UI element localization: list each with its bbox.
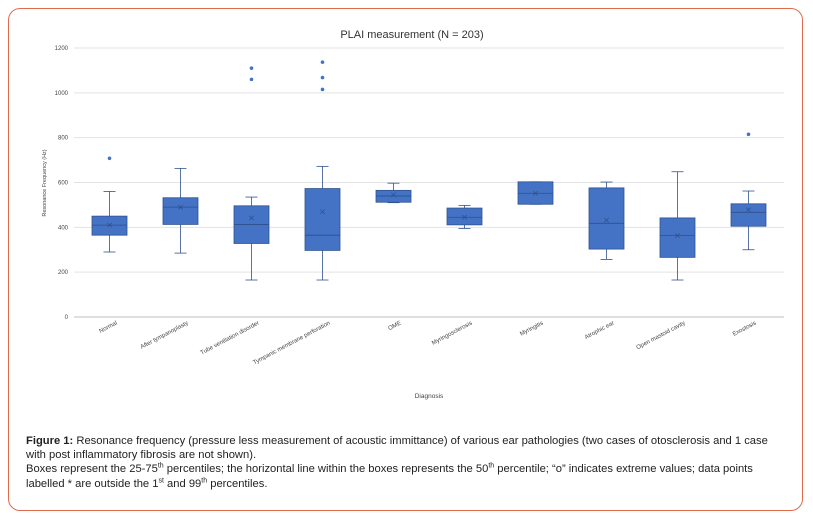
x-tick-label: After tympanoplasty	[140, 320, 190, 350]
iqr-box	[91, 215, 128, 236]
iqr-box	[659, 217, 696, 258]
y-tick-label: 400	[58, 225, 69, 231]
caption-sup-th-3: th	[201, 476, 208, 484]
iqr-box	[446, 207, 483, 226]
x-tick-label: Normal	[99, 320, 119, 334]
caption-sup-th-1: th	[157, 462, 164, 470]
x-tick-label: Myringosclerosis	[431, 320, 473, 346]
mean-marker	[533, 190, 538, 196]
x-tick-label: Atrophic ear	[584, 320, 615, 340]
iqr-box	[730, 203, 767, 227]
outlier-point	[249, 77, 254, 82]
box-group	[233, 66, 270, 281]
iqr-box	[304, 188, 341, 251]
outlier-point	[746, 132, 751, 137]
caption-text-2c: percentile; “o” indicates extreme values…	[26, 463, 753, 490]
y-tick-label: 1000	[55, 91, 69, 97]
x-tick-label: Tube ventilation disorder	[200, 320, 261, 356]
y-tick-label: 800	[58, 136, 69, 142]
box-group	[517, 181, 554, 205]
box-group	[91, 156, 128, 253]
y-tick-label: 600	[58, 181, 69, 187]
x-tick-label: Open mastoid cavity	[636, 320, 687, 351]
outlier-point	[249, 66, 254, 70]
outlier-point	[320, 87, 325, 92]
mean-marker	[107, 222, 112, 228]
caption-text-2d: and 99	[163, 477, 202, 490]
caption-sup-st: st	[158, 476, 164, 484]
caption-line-1: Figure 1: Resonance frequency (pressure …	[26, 434, 786, 462]
y-tick-label: 0	[65, 315, 69, 321]
mean-marker	[462, 214, 467, 220]
box-group	[162, 167, 199, 254]
caption-text-2e: percentiles.	[207, 477, 268, 490]
figure-frame	[8, 8, 803, 511]
caption-figure-label: Figure 1:	[26, 435, 74, 447]
caption-text-1: Resonance frequency (pressure less measu…	[26, 435, 768, 462]
outlier-point	[107, 156, 112, 161]
mean-marker	[178, 204, 183, 210]
y-tick-label: 200	[58, 270, 69, 276]
outlier-point	[320, 60, 325, 64]
box-group	[375, 182, 412, 204]
x-tick-label: Myringitis	[519, 320, 544, 337]
outlier-point	[320, 75, 325, 80]
chart-title: PLAI measurement (N = 203)	[340, 29, 483, 41]
y-axis-label: Resonance Frequency (Hz)	[42, 149, 48, 216]
grid-lines	[74, 47, 784, 318]
y-tick-labels: 0 200 400 600 800 1000 1200	[55, 46, 69, 321]
mean-marker	[320, 209, 325, 215]
mean-marker	[746, 207, 751, 213]
x-tick-label: OME	[388, 320, 403, 332]
mean-marker	[391, 192, 396, 198]
caption-text-2b: percentiles; the horizontal line within …	[163, 463, 489, 476]
x-tick-label: Tympanic membrane perforation	[252, 320, 331, 366]
x-tick-label: Exostosis	[732, 320, 757, 337]
box-group	[304, 60, 341, 281]
mean-marker	[675, 233, 680, 239]
mean-marker	[249, 215, 254, 221]
box-series	[91, 60, 767, 281]
caption-sup-th-2: th	[488, 462, 495, 470]
mean-marker	[604, 217, 609, 223]
figure-caption: Figure 1: Resonance frequency (pressure …	[26, 434, 786, 491]
y-tick-label: 1200	[55, 46, 69, 52]
iqr-box	[162, 197, 199, 225]
boxplot-chart: PLAI measurement (N = 203) 0 200 400 600 800…	[42, 29, 784, 400]
x-axis-label: Diagnosis	[415, 393, 444, 400]
caption-line-2: Boxes represent the 25-75th percentiles;…	[26, 462, 786, 490]
box-group	[730, 132, 767, 251]
box-group	[446, 204, 483, 229]
iqr-box	[588, 187, 625, 250]
x-tick-labels: Normal After tympanoplasty Tube ventilatio…	[99, 320, 758, 366]
caption-text-2a: Boxes represent the 25-75	[26, 463, 158, 476]
box-group	[588, 181, 625, 260]
box-group	[659, 171, 696, 281]
